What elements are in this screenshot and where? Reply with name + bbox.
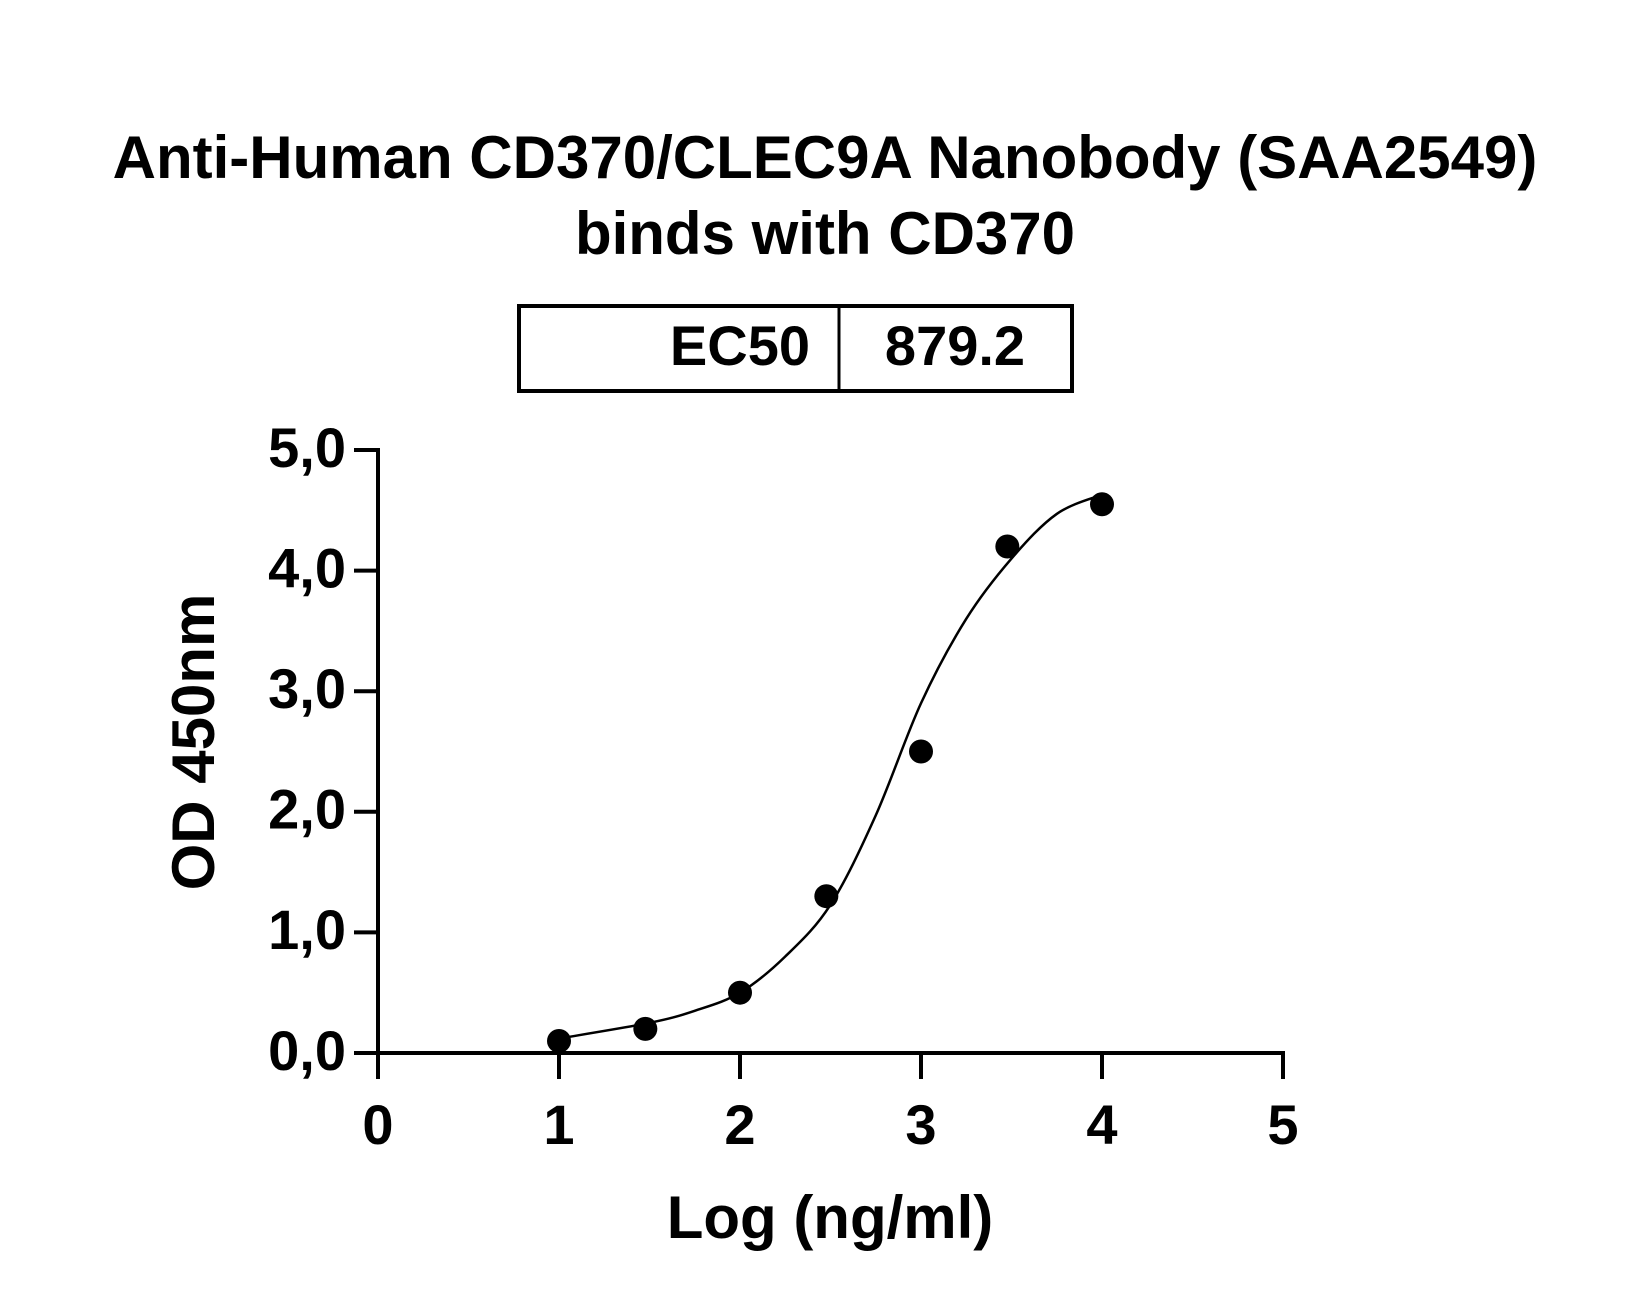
x-tick-label: 0 (362, 1093, 393, 1156)
fit-curve (558, 493, 1103, 1040)
x-tick-label: 1 (543, 1093, 574, 1156)
chart-subtitle: binds with CD370 (575, 200, 1075, 267)
y-tick-label: 5,0 (268, 416, 346, 479)
annotation-label: EC50 (670, 314, 810, 377)
data-point (547, 1028, 571, 1053)
x-tick-label: 5 (1267, 1093, 1298, 1156)
y-tick-label: 2,0 (268, 778, 346, 841)
y-tick-label: 3,0 (268, 657, 346, 720)
data-point (728, 980, 752, 1005)
data-point (633, 1016, 658, 1041)
x-tick-label: 3 (905, 1093, 936, 1156)
chart-title: Anti-Human CD370/CLEC9A Nanobody (SAA254… (113, 124, 1538, 191)
data-point (814, 884, 839, 909)
x-tick-label: 4 (1086, 1093, 1117, 1156)
data-point (909, 739, 933, 764)
y-tick-label: 4,0 (268, 536, 346, 599)
annotation-box (517, 304, 1074, 393)
y-tick-label: 0,0 (268, 1019, 346, 1082)
y-tick-label: 1,0 (268, 898, 346, 961)
annotation-value: 879.2 (885, 314, 1025, 377)
data-point (1090, 492, 1114, 517)
x-tick-label: 2 (724, 1093, 755, 1156)
y-axis-label: OD 450nm (160, 594, 227, 891)
x-axis-label: Log (ng/ml) (667, 1184, 994, 1251)
data-point (995, 534, 1020, 559)
